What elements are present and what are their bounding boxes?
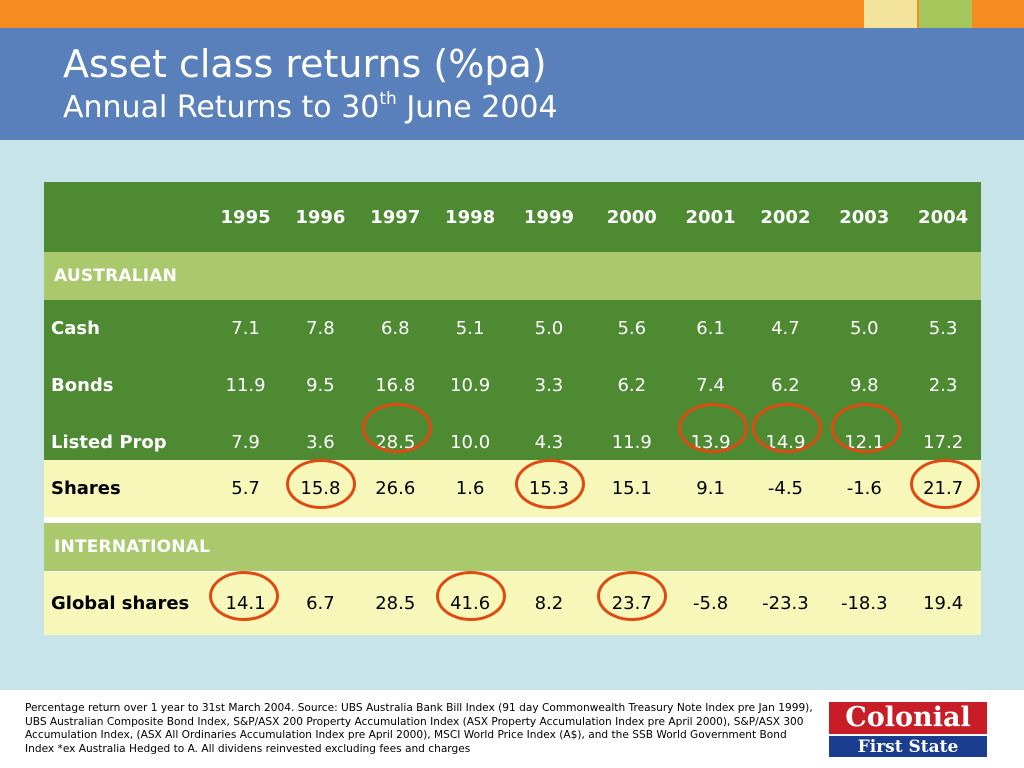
logo-wordmark-bottom: First State bbox=[829, 734, 987, 757]
year-header-cell: 2002 bbox=[760, 206, 811, 228]
table-cell: 15.8 bbox=[300, 478, 341, 499]
subtitle-date: June 2004 bbox=[396, 90, 558, 125]
table-cell: 6.8 bbox=[380, 318, 410, 339]
table-row-cash: Cash 7.1 7.8 6.8 5.1 5.0 5.6 6.1 4.7 5.0 5.3 bbox=[44, 300, 981, 357]
slide-title: Asset class returns (%pa) bbox=[63, 42, 547, 86]
table-cell: 8.2 bbox=[534, 593, 564, 614]
section-international: INTERNATIONAL bbox=[44, 523, 981, 571]
table-cell: 15.3 bbox=[528, 478, 569, 499]
table-cell: 14.1 bbox=[225, 593, 266, 614]
table-cell: 41.6 bbox=[450, 593, 491, 614]
year-header-cell: 1996 bbox=[295, 206, 346, 228]
table-cell: 7.8 bbox=[306, 318, 335, 339]
table-cell: 6.1 bbox=[696, 318, 725, 339]
table-cell: 6.2 bbox=[617, 375, 647, 396]
table-cell: 4.7 bbox=[771, 318, 800, 339]
table-header-row: 1995 1996 1997 1998 1999 2000 2001 2002 2003 2004 bbox=[44, 182, 981, 252]
table-cell: 1.6 bbox=[455, 478, 485, 499]
row-label: Shares bbox=[51, 478, 121, 499]
footer: Percentage return over 1 year to 31st Ma… bbox=[0, 690, 1024, 768]
table-cell: 15.1 bbox=[611, 478, 652, 499]
year-header-cell: 2001 bbox=[685, 206, 736, 228]
table-cell: 5.3 bbox=[928, 318, 958, 339]
table-cell: 7.1 bbox=[231, 318, 260, 339]
table-cell: 6.2 bbox=[771, 375, 800, 396]
table-cell: 28.5 bbox=[375, 593, 416, 614]
subtitle-main: Annual Returns to 30 bbox=[63, 90, 380, 125]
row-label: Cash bbox=[51, 318, 100, 339]
table-cell: -18.3 bbox=[840, 593, 888, 614]
table-cell: 10.9 bbox=[450, 375, 491, 396]
table-cell: 11.9 bbox=[225, 375, 266, 396]
section-divider bbox=[44, 517, 981, 523]
table-row-bonds: Bonds 11.9 9.5 16.8 10.9 3.3 6.2 7.4 6.2 9.8 2.3 bbox=[44, 357, 981, 414]
logo-wordmark-top: Colonial bbox=[845, 702, 971, 733]
section-australian: AUSTRALIAN bbox=[44, 252, 981, 300]
section-label-international: INTERNATIONAL bbox=[54, 537, 211, 557]
year-header-cell: 1999 bbox=[523, 206, 574, 228]
table-cell: 21.7 bbox=[923, 478, 964, 499]
accent-square-green bbox=[919, 0, 972, 28]
top-accent-bar bbox=[0, 0, 1024, 28]
table-cell: 12.1 bbox=[844, 432, 885, 453]
table-cell: 9.8 bbox=[849, 375, 879, 396]
source-footnote: Percentage return over 1 year to 31st Ma… bbox=[25, 702, 813, 755]
table-cell: 5.0 bbox=[849, 318, 879, 339]
table-cell: 5.1 bbox=[455, 318, 485, 339]
table-row-global-shares: Global shares 14.1 6.7 28.5 41.6 8.2 23.7 -5.8… bbox=[44, 572, 981, 635]
slide-subtitle: Annual Returns to 30th June 2004 bbox=[63, 90, 558, 126]
colonial-first-state-logo: Colonial First State bbox=[829, 702, 987, 757]
table-cell: 28.5 bbox=[375, 432, 416, 453]
table-cell: 4.3 bbox=[534, 432, 564, 453]
table-row-shares: Shares 5.7 15.8 26.6 1.6 15.3 15.1 9.1 -4.5 -1.6… bbox=[44, 460, 981, 517]
row-label: Listed Prop bbox=[51, 432, 167, 453]
table-cell: 9.1 bbox=[696, 478, 725, 499]
table-cell: 2.3 bbox=[928, 375, 958, 396]
year-header-cell: 2003 bbox=[839, 206, 890, 228]
table-cell: 23.7 bbox=[611, 593, 652, 614]
table-cell: 5.0 bbox=[534, 318, 564, 339]
returns-table: 1995 1996 1997 1998 1999 2000 2001 2002 2003 2004… bbox=[44, 182, 981, 635]
row-label: Global shares bbox=[51, 593, 190, 614]
subtitle-superscript: th bbox=[379, 89, 397, 109]
table-cell: 7.9 bbox=[231, 432, 260, 453]
table-cell: 7.4 bbox=[696, 375, 725, 396]
year-header-cell: 1995 bbox=[220, 206, 271, 228]
row-label: Bonds bbox=[51, 375, 114, 396]
table-cell: 26.6 bbox=[375, 478, 416, 499]
table-cell: -23.3 bbox=[762, 593, 809, 614]
table-cell: 9.5 bbox=[306, 375, 335, 396]
year-header-cell: 1998 bbox=[445, 206, 496, 228]
table-row-listed-prop: Listed Prop 7.9 3.6 28.5 10.0 4.3 11.9 13.9 14.… bbox=[44, 414, 981, 471]
table-cell: -1.6 bbox=[846, 478, 882, 499]
accent-square-yellow bbox=[864, 0, 917, 28]
table-cell: -4.5 bbox=[767, 478, 803, 499]
section-label-australian: AUSTRALIAN bbox=[54, 266, 178, 286]
table-cell: 16.8 bbox=[375, 375, 416, 396]
table-cell: -5.8 bbox=[693, 593, 729, 614]
table-cell: 14.9 bbox=[765, 432, 806, 453]
year-header-cell: 1997 bbox=[370, 206, 421, 228]
slide-header: Asset class returns (%pa) Annual Returns… bbox=[0, 28, 1024, 140]
table-cell: 11.9 bbox=[611, 432, 652, 453]
year-header-cell: 2000 bbox=[606, 206, 657, 228]
table-cell: 19.4 bbox=[923, 593, 964, 614]
table-cell: 10.0 bbox=[450, 432, 491, 453]
table-cell: 6.7 bbox=[306, 593, 335, 614]
table-cell: 5.7 bbox=[231, 478, 260, 499]
year-header-cell: 2004 bbox=[918, 206, 969, 228]
table-cell: 3.6 bbox=[306, 432, 335, 453]
table-cell: 5.6 bbox=[617, 318, 647, 339]
table-cell: 13.9 bbox=[690, 432, 731, 453]
table-cell: 3.3 bbox=[534, 375, 564, 396]
table-cell: 17.2 bbox=[923, 432, 964, 453]
